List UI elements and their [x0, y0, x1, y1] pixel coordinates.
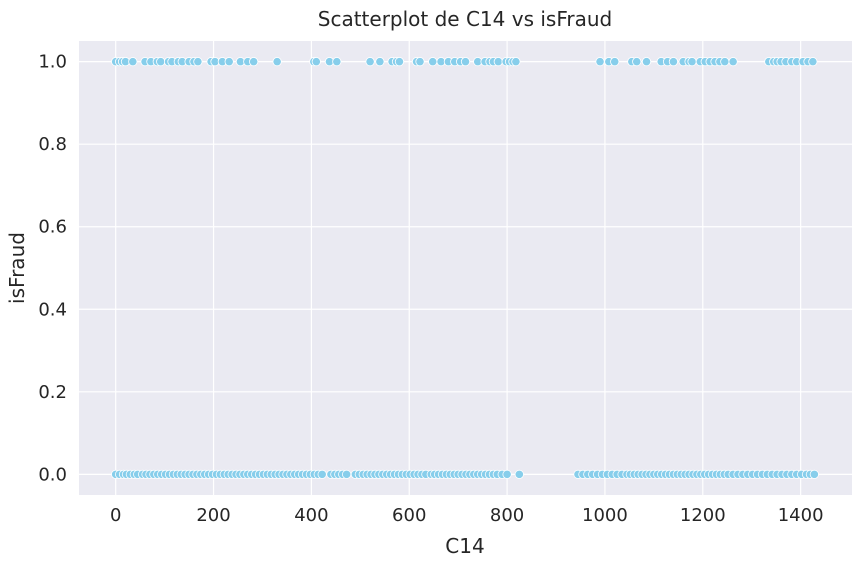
data-point [415, 57, 425, 67]
data-point [156, 57, 166, 67]
data-point [460, 57, 471, 67]
data-point [809, 469, 819, 479]
data-point [728, 57, 738, 67]
data-point [224, 57, 234, 67]
x-tick-label: 600 [392, 505, 426, 526]
x-tick-label: 1200 [680, 505, 726, 526]
data-point [514, 469, 524, 479]
data-point [342, 469, 352, 479]
data-point [610, 57, 620, 67]
data-point [394, 57, 405, 67]
data-point [317, 469, 327, 479]
x-tick-label: 200 [196, 505, 230, 526]
x-tick-label: 1000 [582, 505, 628, 526]
x-tick-label: 1400 [778, 505, 824, 526]
y-axis-label: isFraud [5, 232, 29, 304]
x-tick-label: 0 [110, 505, 121, 526]
y-tick-labels: 0.0 0.2 0.4 0.6 0.8 1.0 [38, 52, 67, 486]
y-tick-label: 0.0 [38, 464, 67, 485]
data-point [668, 57, 679, 67]
data-point [311, 57, 321, 67]
data-point [493, 57, 503, 67]
x-tick-label: 400 [294, 505, 328, 526]
data-point [502, 469, 512, 479]
data-point [632, 57, 642, 67]
x-tick-labels: 0 200 400 600 800 1000 1200 1400 [110, 505, 824, 526]
y-tick-label: 1.0 [38, 52, 67, 73]
x-axis-label: C14 [445, 534, 484, 558]
data-point [332, 57, 342, 67]
y-tick-label: 0.8 [38, 134, 67, 155]
chart-title: Scatterplot de C14 vs isFraud [318, 7, 612, 31]
data-point [511, 57, 521, 67]
data-point [428, 57, 438, 67]
x-tick-label: 800 [490, 505, 524, 526]
data-point [249, 57, 259, 67]
plot-area [79, 41, 852, 495]
data-point [365, 57, 375, 67]
y-tick-label: 0.2 [38, 382, 67, 403]
data-point [808, 57, 818, 67]
data-point [595, 57, 605, 67]
data-point [375, 57, 385, 67]
data-point [687, 57, 697, 67]
y-tick-label: 0.6 [38, 217, 67, 238]
data-point [641, 57, 652, 67]
data-point [272, 57, 282, 67]
data-points [111, 57, 819, 479]
data-point [720, 57, 730, 67]
data-point [193, 57, 203, 67]
data-point [128, 57, 138, 67]
y-tick-label: 0.4 [38, 299, 67, 320]
